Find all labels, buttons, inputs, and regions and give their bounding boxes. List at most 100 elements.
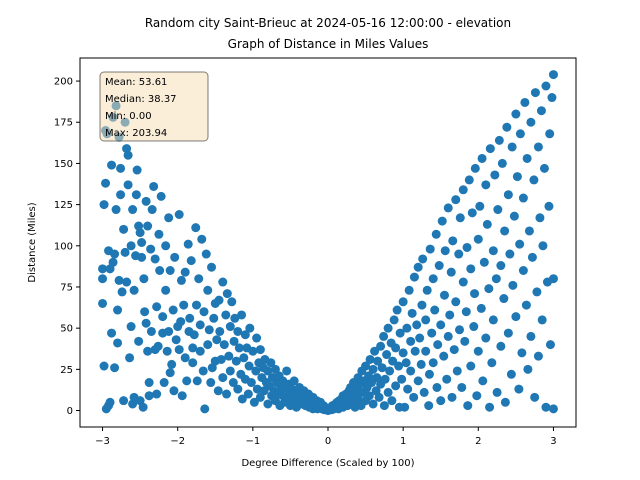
data-point: [517, 348, 527, 358]
data-point: [233, 384, 243, 394]
data-point: [462, 242, 472, 252]
x-tick-label: 1: [400, 436, 406, 447]
data-point: [383, 387, 393, 397]
data-point: [507, 142, 517, 152]
data-point: [153, 341, 163, 351]
data-point: [245, 323, 255, 333]
data-point: [156, 191, 166, 201]
data-point: [518, 266, 528, 275]
data-point: [212, 335, 222, 345]
data-point: [398, 348, 408, 358]
data-point: [113, 305, 123, 315]
data-point: [370, 346, 380, 356]
data-point: [417, 300, 427, 310]
data-point: [188, 343, 198, 353]
data-point: [183, 239, 193, 249]
data-point: [213, 386, 223, 396]
data-point: [117, 287, 127, 297]
data-point: [536, 106, 546, 116]
data-point: [373, 356, 383, 366]
data-point: [229, 336, 239, 346]
data-point: [237, 394, 247, 404]
data-point: [412, 320, 422, 330]
data-point: [221, 310, 231, 320]
data-point: [101, 178, 111, 188]
data-point: [406, 366, 416, 376]
x-axis-label: Degree Difference (Scaled by 100): [241, 458, 414, 469]
data-point: [443, 203, 453, 213]
data-point: [445, 310, 455, 320]
data-point: [505, 249, 515, 259]
data-point: [428, 274, 438, 284]
data-point: [394, 361, 404, 371]
data-point: [154, 229, 164, 239]
data-point: [138, 402, 148, 412]
data-point: [520, 97, 530, 107]
data-point: [440, 246, 450, 256]
data-point: [487, 358, 497, 368]
data-point: [219, 340, 229, 350]
x-tick-label: −2: [170, 436, 185, 447]
y-axis-label: Distance (Miles): [27, 202, 38, 282]
data-point: [180, 353, 190, 363]
data-point: [164, 326, 174, 336]
data-point: [186, 256, 196, 266]
data-point: [143, 221, 153, 231]
data-point: [533, 142, 543, 152]
data-point: [143, 346, 153, 356]
data-point: [469, 322, 479, 332]
data-point: [189, 330, 199, 340]
data-point: [248, 346, 258, 356]
data-point: [506, 369, 516, 379]
data-point: [376, 341, 386, 351]
data-point: [98, 264, 108, 274]
data-point: [413, 262, 423, 272]
data-point: [499, 294, 509, 304]
data-point: [461, 307, 471, 317]
data-point: [162, 346, 172, 356]
data-point: [503, 328, 513, 338]
data-point: [377, 363, 387, 373]
data-point: [488, 246, 498, 256]
data-point: [392, 305, 402, 315]
data-point: [137, 238, 147, 247]
data-point: [493, 205, 503, 215]
data-point: [203, 285, 213, 295]
x-tick-label: −3: [95, 436, 110, 447]
data-point: [227, 297, 237, 307]
data-point: [479, 257, 489, 267]
data-point: [207, 262, 217, 272]
data-point: [387, 396, 397, 406]
data-point: [368, 399, 378, 409]
data-point: [466, 264, 476, 274]
data-point: [237, 310, 247, 320]
data-point: [105, 397, 115, 407]
data-point: [251, 366, 261, 376]
data-point: [152, 302, 162, 312]
data-point: [526, 331, 536, 341]
data-point: [475, 201, 485, 211]
data-point: [379, 401, 389, 411]
data-point: [176, 317, 186, 327]
data-point: [385, 366, 395, 376]
data-point: [174, 210, 184, 219]
data-point: [199, 307, 209, 317]
data-point: [485, 144, 495, 154]
data-point: [137, 252, 147, 262]
data-point: [263, 399, 273, 409]
data-point: [215, 326, 225, 336]
data-point: [361, 361, 371, 371]
data-point: [427, 328, 437, 338]
data-point: [524, 226, 534, 236]
data-point: [182, 376, 192, 386]
data-point: [419, 387, 429, 397]
data-point: [200, 404, 210, 414]
data-point: [421, 315, 431, 325]
data-point: [263, 366, 273, 376]
data-point: [176, 275, 186, 285]
data-point: [432, 382, 442, 392]
data-point: [224, 351, 234, 361]
data-point: [476, 303, 486, 313]
data-point: [538, 241, 548, 251]
data-point: [206, 378, 216, 388]
